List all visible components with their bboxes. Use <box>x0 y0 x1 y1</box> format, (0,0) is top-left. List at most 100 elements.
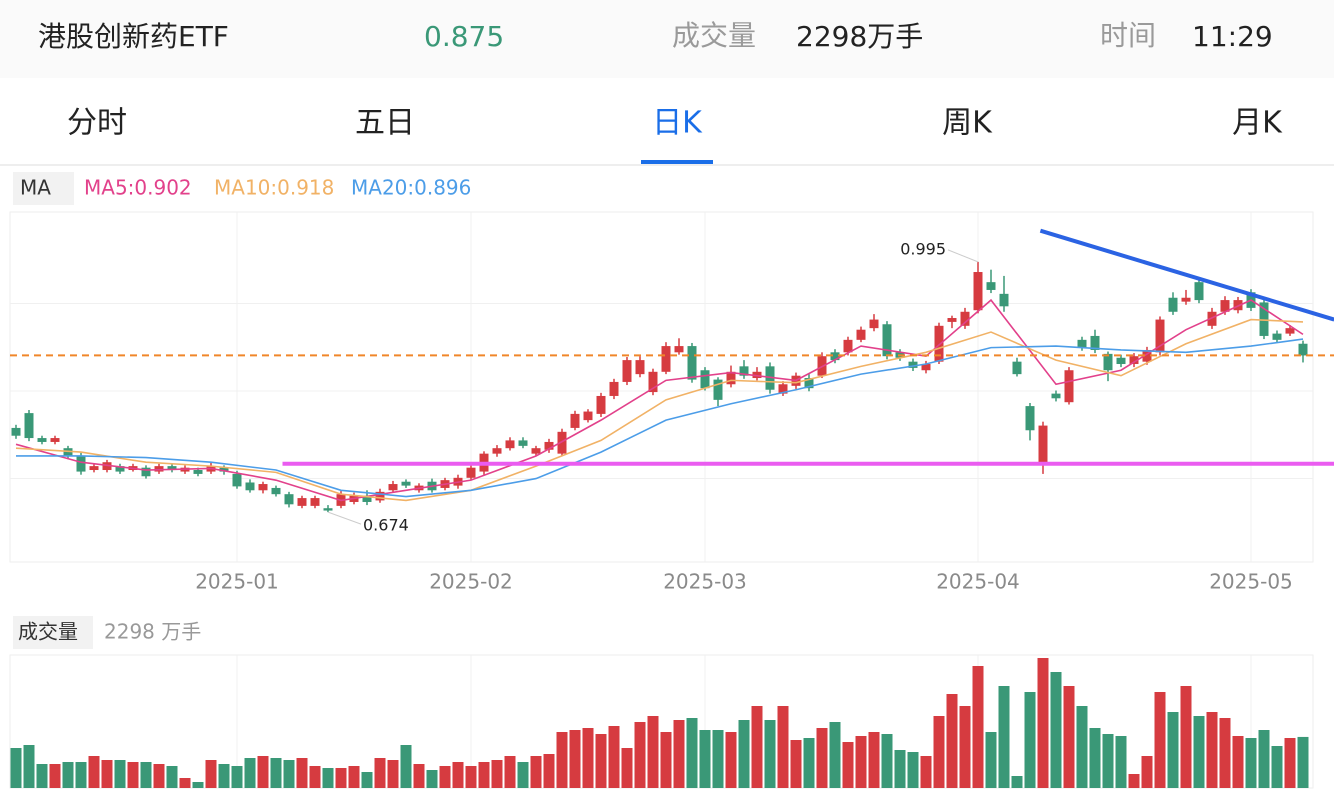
tab[interactable]: 分时 <box>67 106 127 141</box>
candle-body <box>804 378 814 389</box>
candle-body <box>284 494 294 505</box>
candle-body <box>37 438 47 442</box>
candle-body <box>973 272 983 311</box>
candle-body <box>921 364 931 371</box>
volume-bar <box>205 760 217 788</box>
volume-bar <box>1063 686 1075 788</box>
ma-line <box>16 338 1304 498</box>
volume-bar <box>75 762 87 788</box>
candle-body <box>648 371 658 393</box>
volume-bar <box>530 756 542 788</box>
legend-entry: MA5:0.902 <box>84 176 192 200</box>
candle-body <box>908 361 918 368</box>
volume-bar <box>166 766 178 788</box>
volume-bar <box>972 666 984 788</box>
volume-bar <box>803 738 815 788</box>
price-panel <box>9 211 1314 563</box>
x-tick-label: 2025-04 <box>936 570 1020 594</box>
candle-body <box>11 427 21 436</box>
legend-entry: MA20:0.896 <box>351 176 471 200</box>
volume-bar <box>907 752 919 788</box>
candle-body <box>778 384 788 394</box>
candle-body <box>830 352 840 361</box>
candle-body <box>245 482 255 491</box>
volume-bar <box>1141 756 1153 788</box>
x-tick-label: 2025-03 <box>663 570 747 594</box>
candle-body <box>713 379 723 400</box>
volume-bar <box>1076 706 1088 788</box>
volume-label: 成交量 <box>672 19 756 52</box>
volume-bar <box>452 762 464 788</box>
volume-bar <box>686 718 698 788</box>
candle-body <box>271 487 281 495</box>
candle-body <box>323 508 333 511</box>
volume-bar <box>712 730 724 788</box>
volume-bar <box>842 742 854 788</box>
candle-body <box>882 324 892 357</box>
candle-body <box>297 498 307 506</box>
candle-body <box>1207 311 1217 326</box>
candle-body <box>856 329 866 340</box>
volume-bar <box>595 734 607 788</box>
candle-body <box>739 366 749 376</box>
candle-body <box>531 448 541 454</box>
volume-bar <box>309 766 321 788</box>
volume-bar <box>543 754 555 788</box>
candle-body <box>674 346 684 353</box>
max-label: 0.995 <box>900 239 946 258</box>
volume-bar <box>413 764 425 788</box>
volume-bar <box>49 764 61 788</box>
volume-bar <box>894 750 906 788</box>
candle-body <box>258 484 268 491</box>
candle-body <box>1285 328 1295 334</box>
volume-bar <box>634 722 646 788</box>
volume-bar <box>1232 736 1244 788</box>
candle-body <box>141 467 151 477</box>
volume-bar <box>335 768 347 788</box>
candle-body <box>557 431 567 454</box>
candle-body <box>635 360 645 375</box>
min-label: 0.674 <box>363 516 409 535</box>
volume-bar <box>1024 692 1036 788</box>
volume-bar <box>114 760 126 788</box>
candle-body <box>869 319 879 329</box>
time-label: 时间 <box>1100 19 1156 52</box>
candle-body <box>999 293 1009 307</box>
volume-bar <box>608 726 620 788</box>
volume-bar <box>1167 712 1179 788</box>
volume-bar <box>764 720 776 788</box>
volume-bar <box>153 764 165 788</box>
volume-bar <box>582 728 594 788</box>
volume-bar <box>699 730 711 788</box>
volume-bar <box>621 748 633 788</box>
volume-bar <box>868 732 880 788</box>
volume-bar <box>673 720 685 788</box>
volume-bar <box>1089 728 1101 788</box>
candle-body <box>115 466 125 472</box>
volume-bar <box>322 768 334 788</box>
volume-value-label: 2298 万手 <box>104 620 201 644</box>
volume-bar <box>1271 746 1283 788</box>
candle-body <box>219 467 229 472</box>
candle-body <box>700 370 710 389</box>
tab[interactable]: 月K <box>1232 106 1283 141</box>
candle-body <box>24 413 34 439</box>
header-bar <box>0 0 1334 78</box>
volume-bar <box>478 762 490 788</box>
tab[interactable]: 周K <box>942 106 993 141</box>
volume-bar <box>127 762 139 788</box>
volume-bar <box>244 758 256 788</box>
volume-bar <box>1037 658 1049 788</box>
candle-body <box>89 466 99 471</box>
volume-bar <box>881 734 893 788</box>
volume-bar <box>10 748 22 788</box>
legend-label: MA <box>20 176 51 200</box>
price: 0.875 <box>424 20 504 53</box>
volume-bar <box>361 772 373 788</box>
tab[interactable]: 五日 <box>355 106 415 141</box>
volume-bar <box>1219 718 1231 788</box>
tab[interactable]: 日K <box>652 106 703 141</box>
candle-body <box>167 466 177 471</box>
candle-body <box>1220 300 1230 312</box>
